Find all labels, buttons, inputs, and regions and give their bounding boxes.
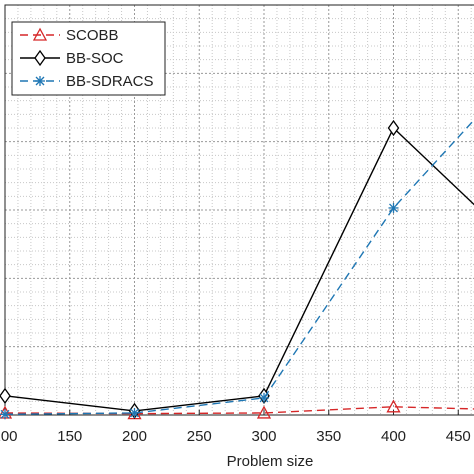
marker — [256, 405, 272, 419]
x-tick-label: 250 — [187, 428, 212, 445]
marker — [32, 27, 48, 41]
legend-label: SCOBB — [66, 27, 119, 44]
marker — [35, 76, 45, 86]
series-line — [4, 406, 474, 415]
marker — [0, 409, 10, 420]
series-line — [4, 126, 474, 412]
marker — [129, 407, 140, 418]
marker — [388, 202, 399, 213]
x-axis-label: Problem size — [227, 453, 314, 470]
x-tick-label: 100 — [0, 428, 18, 445]
x-tick-label: 450 — [446, 428, 471, 445]
plot-frame — [4, 4, 474, 416]
x-tick-label: 300 — [251, 428, 276, 445]
marker-stroke — [130, 408, 139, 418]
x-tick-label: 400 — [381, 428, 406, 445]
marker-stroke — [259, 393, 269, 403]
x-tick-label: 350 — [316, 428, 341, 445]
marker-stroke — [389, 203, 398, 213]
marker — [387, 119, 400, 137]
marker-stroke — [0, 409, 10, 419]
marker — [0, 387, 11, 404]
marker — [386, 399, 401, 413]
legend-label: BB-SOC — [66, 50, 124, 67]
marker — [259, 392, 269, 403]
marker — [34, 49, 46, 67]
x-tick-label: 200 — [122, 428, 147, 445]
legend-label: BB-SDRACS — [66, 73, 154, 90]
series-line — [4, 118, 474, 416]
x-tick-label: 150 — [57, 428, 82, 445]
marker-stroke — [35, 76, 45, 86]
